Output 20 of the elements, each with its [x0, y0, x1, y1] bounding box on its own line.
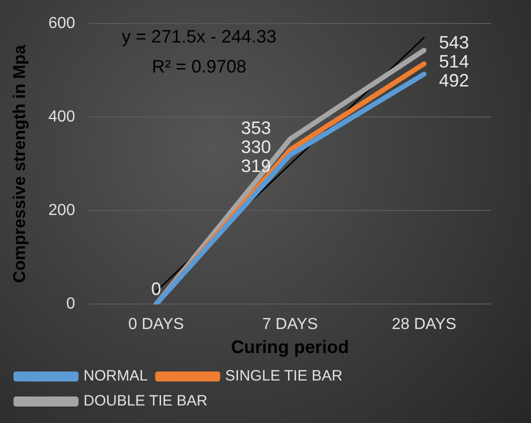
x-tick-label: 0 DAYS [128, 316, 184, 334]
data-label: 353 [241, 118, 272, 138]
legend-label: DOUBLE TIE BAR [84, 392, 208, 410]
data-label: 492 [438, 70, 470, 91]
legend-label: SINGLE TIE BAR [225, 368, 343, 385]
data-label: 514 [438, 52, 470, 72]
data-label: 0 [151, 279, 162, 300]
annotation: R² = 0.9708 [152, 56, 246, 77]
data-label: 330 [241, 136, 272, 157]
annotation: y = 271.5x - 244.33 [122, 26, 276, 47]
y-tick-label: 200 [48, 202, 76, 220]
legend-label: NORMAL [84, 368, 148, 385]
y-axis-title: Compressive strength in Mpa [10, 44, 29, 283]
x-tick-label: 28 DAYS [392, 316, 456, 334]
y-tick-label: 400 [48, 108, 76, 126]
x-axis-title: Curing period [231, 337, 350, 358]
x-tick-label: 7 DAYS [262, 316, 318, 334]
y-tick-label: 600 [48, 15, 76, 32]
y-tick-label: 0 [66, 296, 76, 313]
data-label: 543 [438, 32, 470, 53]
